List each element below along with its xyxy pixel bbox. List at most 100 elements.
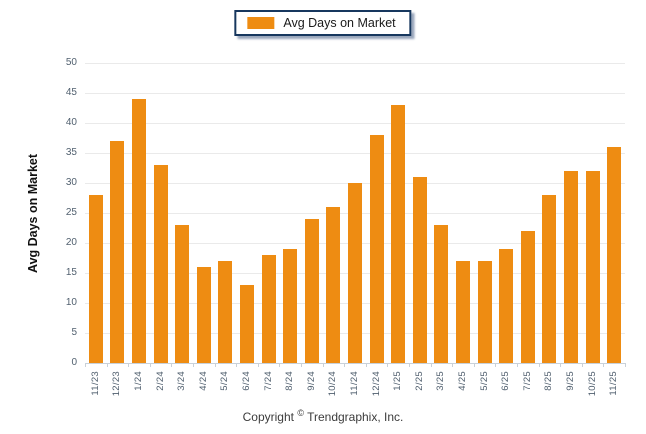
x-tick-label: 3/25 (435, 371, 447, 391)
bar-10/25 (585, 171, 600, 363)
y-tick-label: 10 (65, 297, 77, 308)
bar-slot (150, 63, 172, 363)
bar-8/25 (542, 195, 557, 363)
x-tick-label: 10/25 (586, 371, 598, 397)
x-tick-label: 9/25 (565, 371, 576, 391)
bar-slot (495, 63, 517, 363)
bar-9/24 (304, 219, 319, 363)
bar-6/24 (239, 285, 254, 363)
bar-8/24 (283, 249, 298, 363)
x-axis-tick (344, 363, 346, 367)
x-axis-tick (257, 363, 259, 367)
x-axis-tick (473, 363, 475, 367)
x-axis-tick (279, 363, 281, 367)
y-tick-label: 15 (65, 267, 77, 278)
x-axis-tick (193, 363, 194, 367)
bar-11/25 (607, 147, 622, 363)
bar-slot (215, 63, 237, 363)
y-tick-label: 0 (71, 357, 77, 368)
bar-slot (171, 63, 193, 363)
x-tick-label: 11/24 (349, 371, 360, 396)
bar-slot (582, 63, 604, 363)
gridline (85, 153, 625, 154)
bar-5/24 (218, 261, 233, 363)
bar-slot (128, 63, 150, 363)
legend-swatch (247, 17, 275, 29)
bar-2/25 (412, 177, 427, 363)
y-tick-label: 40 (65, 117, 77, 128)
x-axis-tick (517, 363, 518, 367)
x-tick-label: 1/25 (392, 371, 404, 391)
y-tick-label: 5 (71, 327, 77, 338)
x-axis-tick (603, 363, 605, 367)
bar-slot (409, 63, 431, 363)
legend-label: Avg Days on Market (283, 16, 396, 30)
bar-slot (474, 63, 496, 363)
bar-9/25 (563, 171, 578, 363)
bar-slot (193, 63, 215, 363)
bar-4/24 (196, 267, 211, 363)
x-tick-label: 4/25 (457, 371, 468, 391)
x-axis-tick (538, 363, 540, 367)
x-tick-label: 12/24 (370, 371, 382, 397)
bar-slot (279, 63, 301, 363)
x-axis-tick (322, 363, 324, 367)
y-tick-label: 20 (65, 237, 77, 248)
copyright-text: Copyright © Trendgraphix, Inc. (242, 408, 404, 424)
x-tick-label: 11/23 (89, 371, 101, 396)
x-axis-tick (430, 363, 432, 367)
bar-12/23 (110, 141, 125, 363)
bar-slot (301, 63, 323, 363)
bar-11/23 (88, 195, 103, 363)
bar-slot (366, 63, 388, 363)
bar-5/25 (477, 261, 492, 363)
gridline (85, 123, 625, 124)
legend: Avg Days on Market (234, 10, 412, 36)
bar-1/25 (391, 105, 406, 363)
bar-slot (452, 63, 474, 363)
y-tick-label: 45 (65, 87, 77, 98)
bar-12/24 (369, 135, 384, 363)
bar-slot (560, 63, 582, 363)
bar-slot (431, 63, 453, 363)
x-axis-tick (495, 363, 497, 367)
x-axis-tick (387, 363, 389, 367)
y-tick-label: 50 (65, 57, 77, 68)
bar-2/24 (153, 165, 168, 363)
bar-3/25 (434, 225, 449, 363)
x-axis-tick (106, 363, 108, 367)
x-axis-tick (301, 363, 302, 367)
x-axis-tick (85, 363, 86, 367)
x-tick-label: 2/24 (154, 371, 166, 391)
bar-3/24 (175, 225, 190, 363)
gridline (85, 93, 625, 94)
x-tick-label: 6/24 (241, 371, 252, 391)
bar-slot (603, 63, 625, 363)
x-tick-label: 4/24 (197, 371, 209, 391)
bar-slot (517, 63, 539, 363)
x-tick-label: 11/25 (608, 371, 620, 396)
bar-10/24 (326, 207, 341, 363)
y-tick-label: 25 (65, 207, 77, 218)
copyright-symbol: © (297, 408, 304, 418)
x-axis-tick (171, 363, 173, 367)
bar-slot (344, 63, 366, 363)
bar-slot (258, 63, 280, 363)
y-tick-label: 30 (65, 177, 77, 188)
y-tick-label: 35 (65, 147, 77, 158)
x-tick-label: 8/25 (543, 371, 555, 391)
x-tick-label: 5/24 (219, 371, 231, 391)
x-tick-label: 12/23 (111, 371, 123, 397)
x-tick-label: 10/24 (327, 371, 339, 397)
x-tick-label: 8/24 (284, 371, 296, 391)
bar-slot (85, 63, 107, 363)
x-tick-label: 3/24 (176, 371, 188, 391)
x-axis-tick (149, 363, 151, 367)
bar-4/25 (455, 261, 470, 363)
x-axis-tick (365, 363, 367, 367)
x-axis-tick (409, 363, 410, 367)
x-axis-tick (560, 363, 562, 367)
bar-slot (107, 63, 129, 363)
bar-slot (387, 63, 409, 363)
